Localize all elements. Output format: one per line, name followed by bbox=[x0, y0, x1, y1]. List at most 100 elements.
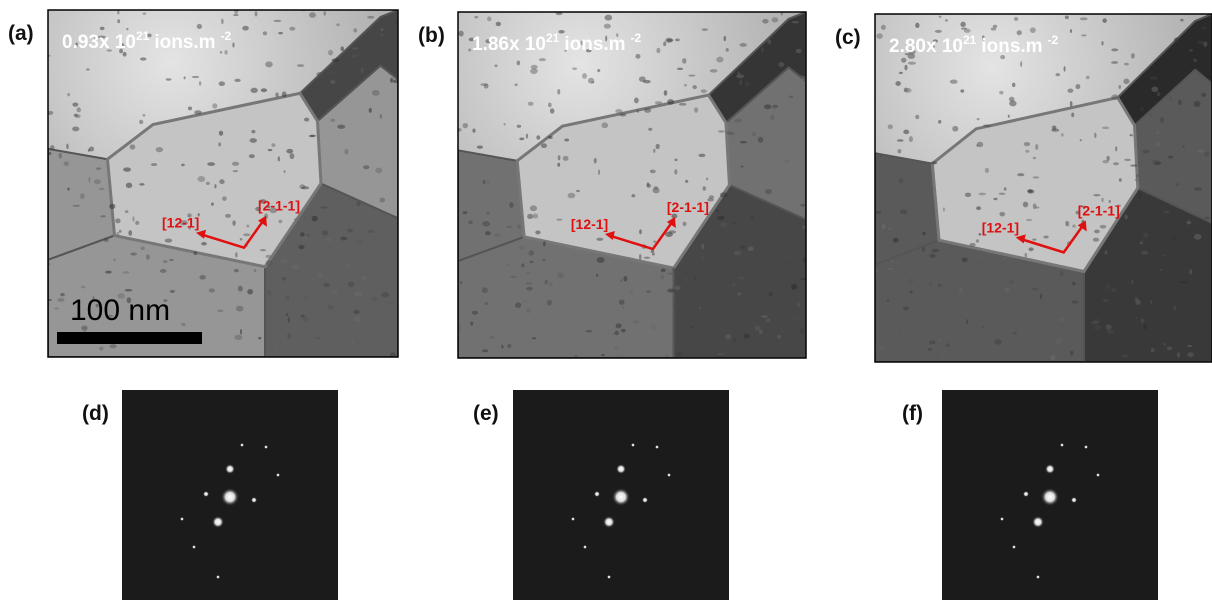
defect bbox=[758, 137, 763, 143]
defect bbox=[1051, 129, 1059, 132]
defect bbox=[115, 218, 120, 223]
direction-label: [12-1] bbox=[162, 215, 199, 231]
defect bbox=[886, 299, 889, 301]
defect bbox=[506, 264, 510, 266]
defect bbox=[143, 12, 146, 14]
defect bbox=[1080, 17, 1088, 20]
defect bbox=[88, 177, 90, 183]
defect bbox=[535, 230, 540, 234]
scale-bar bbox=[57, 332, 202, 344]
defect bbox=[1150, 300, 1152, 304]
defect bbox=[1080, 139, 1082, 141]
defect bbox=[966, 319, 968, 324]
defect bbox=[89, 146, 94, 151]
defect bbox=[717, 353, 724, 355]
defect bbox=[1150, 77, 1157, 80]
defect bbox=[1065, 15, 1069, 19]
defect bbox=[915, 23, 919, 28]
diffraction-spot bbox=[216, 575, 220, 579]
defect bbox=[701, 28, 708, 31]
defect bbox=[1186, 221, 1191, 225]
defect bbox=[1106, 156, 1109, 161]
diffraction-spot bbox=[1045, 464, 1055, 474]
defect bbox=[935, 30, 942, 33]
defect bbox=[1187, 352, 1193, 357]
defect bbox=[725, 334, 731, 340]
defect bbox=[597, 69, 600, 72]
defect bbox=[206, 182, 210, 185]
defect bbox=[615, 109, 622, 113]
defect bbox=[679, 103, 687, 106]
defect bbox=[470, 322, 473, 326]
diffraction-spot bbox=[655, 445, 659, 449]
defect bbox=[663, 42, 666, 47]
defect bbox=[219, 131, 223, 136]
defect bbox=[691, 326, 694, 328]
defect bbox=[496, 22, 501, 26]
defect bbox=[732, 283, 735, 287]
defect bbox=[888, 268, 893, 270]
defect bbox=[557, 163, 560, 167]
defect bbox=[278, 156, 280, 161]
defect bbox=[235, 252, 238, 258]
defect bbox=[351, 341, 355, 344]
defect bbox=[1103, 299, 1109, 302]
defect bbox=[242, 26, 249, 31]
defect bbox=[267, 289, 270, 295]
defect bbox=[234, 269, 239, 273]
defect bbox=[900, 209, 907, 214]
defect bbox=[755, 325, 761, 331]
defect bbox=[304, 296, 308, 301]
defect bbox=[532, 337, 536, 339]
defect bbox=[750, 216, 755, 220]
defect bbox=[985, 322, 993, 328]
defect bbox=[1093, 194, 1100, 196]
defect bbox=[489, 336, 495, 339]
defect bbox=[542, 259, 546, 261]
panel-label: (b) bbox=[418, 24, 445, 47]
central-spot bbox=[1041, 488, 1059, 506]
defect bbox=[761, 315, 768, 318]
defect bbox=[261, 88, 267, 92]
defect bbox=[745, 82, 749, 87]
defect bbox=[1056, 73, 1061, 76]
defect bbox=[353, 28, 357, 32]
defect bbox=[360, 260, 365, 263]
defect bbox=[1071, 112, 1074, 117]
defect bbox=[66, 144, 68, 150]
defect bbox=[1204, 151, 1209, 157]
defect bbox=[1174, 37, 1179, 43]
defect bbox=[1017, 173, 1024, 176]
defect bbox=[999, 212, 1005, 217]
defect bbox=[86, 68, 89, 70]
defect bbox=[49, 152, 52, 155]
diffraction-spot bbox=[1096, 473, 1100, 477]
defect bbox=[477, 145, 483, 148]
defect bbox=[1025, 150, 1029, 153]
defect bbox=[901, 58, 906, 63]
defect bbox=[633, 320, 639, 323]
defect bbox=[347, 228, 353, 232]
defect bbox=[639, 254, 641, 260]
defect bbox=[699, 307, 701, 309]
defect bbox=[1013, 332, 1017, 334]
defect bbox=[330, 119, 335, 122]
defect bbox=[199, 81, 201, 86]
defect bbox=[285, 308, 288, 311]
defect bbox=[558, 30, 564, 34]
defect bbox=[1026, 219, 1032, 221]
defect bbox=[938, 120, 941, 124]
defect bbox=[777, 335, 781, 339]
defect bbox=[1178, 99, 1182, 105]
diffraction-spot bbox=[583, 545, 587, 549]
defect bbox=[271, 143, 275, 147]
defect bbox=[548, 136, 553, 139]
defect bbox=[734, 119, 742, 123]
defect bbox=[165, 239, 173, 243]
defect bbox=[1035, 206, 1039, 208]
defect bbox=[1131, 280, 1134, 284]
defect bbox=[341, 240, 343, 243]
defect bbox=[526, 282, 533, 285]
defect bbox=[960, 22, 965, 27]
defect bbox=[614, 347, 618, 349]
